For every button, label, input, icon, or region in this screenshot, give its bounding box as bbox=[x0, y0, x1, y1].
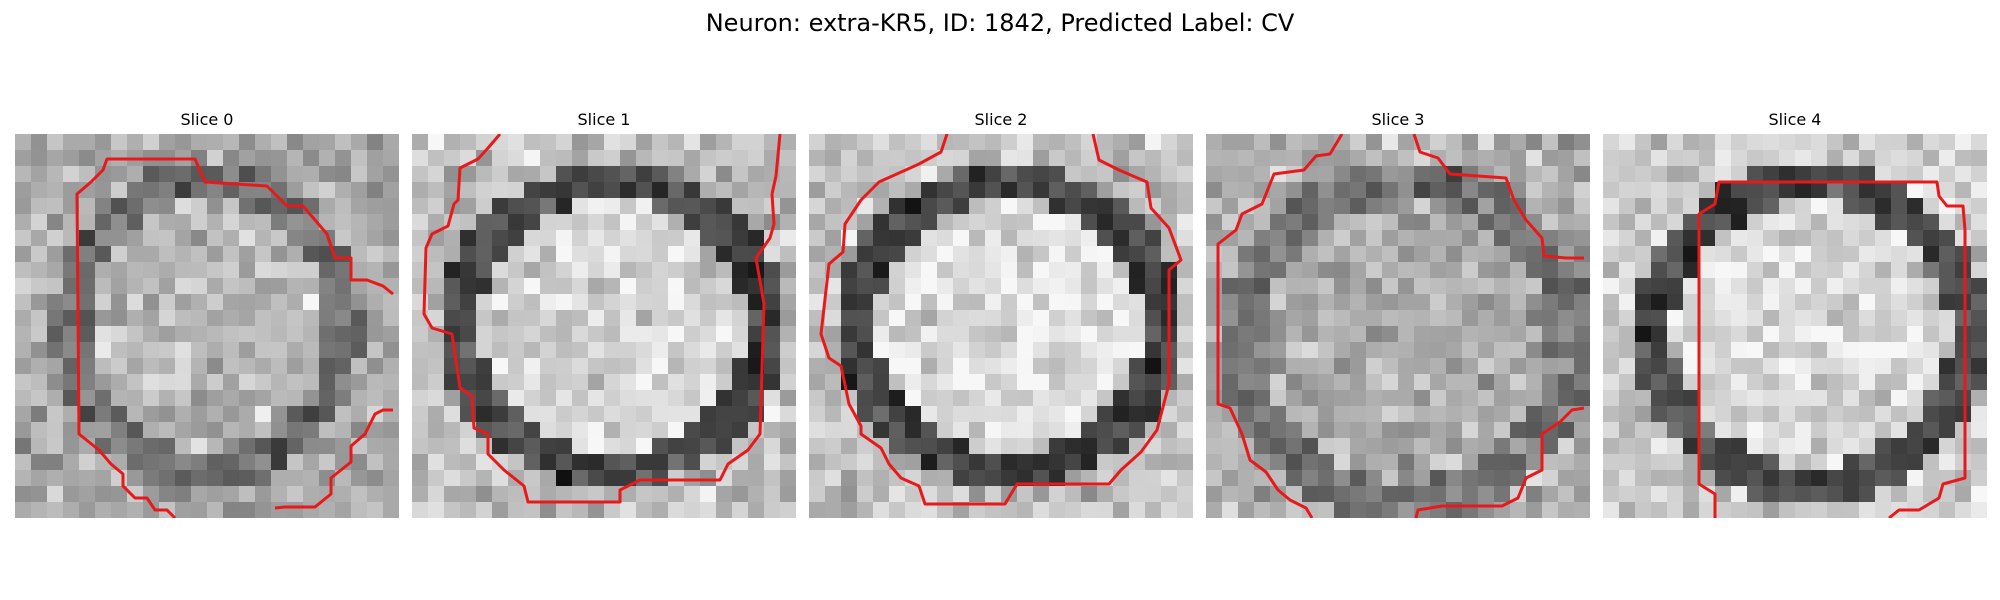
segmentation-contour bbox=[274, 408, 393, 510]
slice-image-1 bbox=[412, 134, 796, 518]
slice-image-0 bbox=[15, 134, 399, 518]
slice-image-2 bbox=[809, 134, 1193, 518]
slice-title: Slice 4 bbox=[1768, 110, 1822, 129]
segmentation-contour bbox=[819, 134, 1183, 506]
segmentation-contour bbox=[75, 157, 394, 518]
segmentation-contour bbox=[422, 134, 776, 504]
figure-title: Neuron: extra-KR5, ID: 1842, Predicted L… bbox=[705, 9, 1295, 37]
slice-title: Slice 2 bbox=[974, 110, 1028, 129]
slice-title: Slice 1 bbox=[577, 110, 631, 129]
slice-image-4 bbox=[1603, 134, 1987, 518]
segmentation-contour bbox=[1216, 134, 1344, 518]
slice-title: Slice 0 bbox=[180, 110, 234, 129]
segmentation-contour bbox=[1412, 134, 1584, 260]
slice-image-3 bbox=[1206, 134, 1590, 518]
segmentation-contour bbox=[770, 134, 782, 195]
slice-title: Slice 3 bbox=[1371, 110, 1425, 129]
segmentation-contour bbox=[1414, 406, 1585, 518]
segmentation-contour bbox=[1697, 180, 1967, 518]
